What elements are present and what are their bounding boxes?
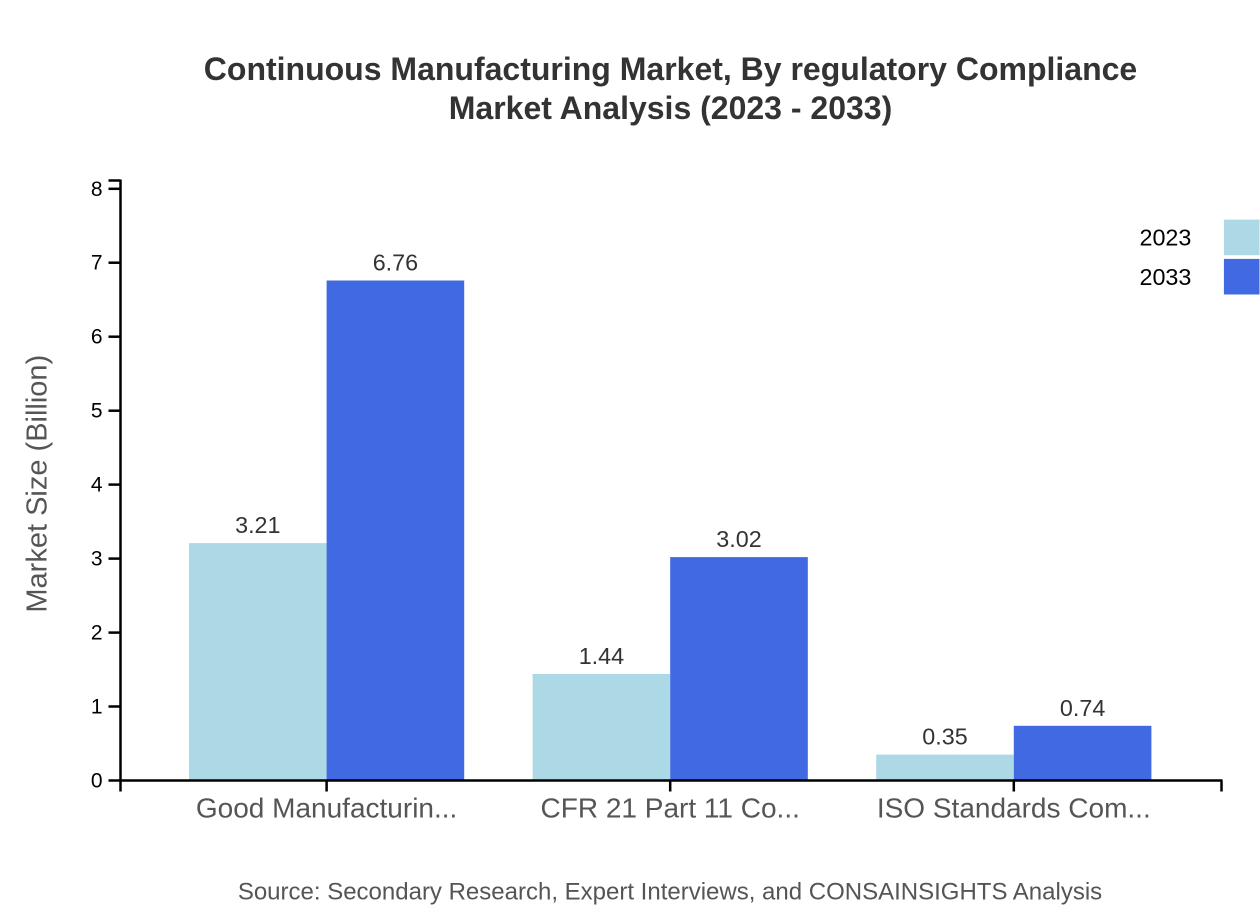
svg-text:Market Analysis (2023 - 2033): Market Analysis (2023 - 2033) xyxy=(449,90,893,126)
svg-text:6.76: 6.76 xyxy=(373,250,418,276)
svg-text:7: 7 xyxy=(91,252,103,275)
svg-text:6: 6 xyxy=(91,326,103,349)
svg-text:ISO Standards Com...: ISO Standards Com... xyxy=(877,793,1151,824)
svg-text:Source: Secondary Research, Ex: Source: Secondary Research, Expert Inter… xyxy=(238,879,1102,906)
svg-text:1.44: 1.44 xyxy=(579,643,624,669)
svg-text:3.02: 3.02 xyxy=(716,526,761,552)
svg-text:3.21: 3.21 xyxy=(235,512,280,538)
svg-text:0.35: 0.35 xyxy=(922,724,967,750)
svg-text:0.74: 0.74 xyxy=(1060,695,1105,721)
svg-text:Market Size (Billion): Market Size (Billion) xyxy=(22,355,54,613)
svg-text:8: 8 xyxy=(91,178,103,201)
svg-text:0: 0 xyxy=(91,770,103,793)
svg-text:5: 5 xyxy=(91,400,103,423)
svg-text:CFR 21 Part 11 Co...: CFR 21 Part 11 Co... xyxy=(541,793,800,824)
svg-text:2: 2 xyxy=(91,622,103,645)
svg-text:2033: 2033 xyxy=(1139,264,1191,290)
svg-text:Good Manufacturin...: Good Manufacturin... xyxy=(196,793,457,824)
svg-text:Continuous Manufacturing Marke: Continuous Manufacturing Market, By regu… xyxy=(204,51,1137,87)
svg-text:3: 3 xyxy=(91,548,103,571)
svg-text:2023: 2023 xyxy=(1139,224,1191,250)
svg-text:1: 1 xyxy=(91,696,103,719)
svg-text:4: 4 xyxy=(91,474,103,497)
